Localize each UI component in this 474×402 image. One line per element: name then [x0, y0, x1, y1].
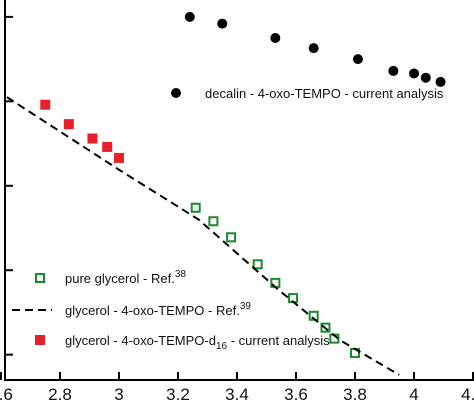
point — [409, 68, 419, 79]
point — [63, 119, 74, 130]
legend-name: decalin - 4-oxo-TEMPO - current analysis — [205, 86, 444, 101]
legend-label: glycerol - 4-oxo-TEMPO-d16 - current ana… — [65, 333, 330, 352]
point — [40, 99, 51, 110]
point — [226, 232, 237, 243]
point — [217, 18, 228, 29]
plot-frame — [4, 0, 474, 381]
legend-name: glycerol - 4-oxo-TEMPO - Ref. — [65, 303, 240, 318]
legend-name: pure glycerol - Ref. — [65, 271, 175, 286]
legend-sub: 16 — [216, 341, 228, 352]
x-tick-label: 3.6 — [284, 385, 308, 402]
point — [308, 43, 319, 54]
point — [388, 65, 399, 76]
point — [435, 76, 446, 87]
x-tick-label: 4.2 — [461, 385, 474, 402]
legend-sup: 39 — [240, 301, 252, 312]
point — [190, 202, 201, 213]
point — [184, 11, 195, 22]
point — [420, 72, 431, 83]
legend-suffix: - current analysis — [227, 333, 330, 348]
x-tick-label: 3 — [114, 385, 123, 402]
point — [114, 152, 124, 163]
point — [87, 133, 98, 144]
legend-sup: 38 — [175, 269, 187, 280]
legend-label: decalin - 4-oxo-TEMPO - current analysis — [205, 86, 444, 101]
legend-label: pure glycerol - Ref.38 — [65, 269, 186, 286]
x-tick-label: 3.8 — [343, 385, 367, 402]
point — [270, 33, 281, 43]
point — [252, 259, 263, 270]
legend-name: glycerol - 4-oxo-TEMPO-d — [65, 333, 216, 348]
point — [208, 216, 219, 227]
x-tick-label: 3.2 — [166, 385, 190, 402]
plot — [6, 11, 446, 376]
point — [320, 322, 331, 333]
legend-label: glycerol - 4-oxo-TEMPO - Ref.39 — [65, 301, 251, 318]
x-tick-label: 2.8 — [48, 385, 72, 402]
x-tick-label: 3.4 — [225, 385, 249, 402]
point — [35, 273, 45, 283]
fit-line — [6, 96, 400, 376]
point — [35, 335, 45, 345]
point — [352, 54, 363, 65]
x-tick-label: 2.6 — [0, 385, 13, 402]
point — [102, 141, 113, 152]
point — [171, 88, 181, 98]
x-tick-label: 4 — [409, 385, 418, 402]
